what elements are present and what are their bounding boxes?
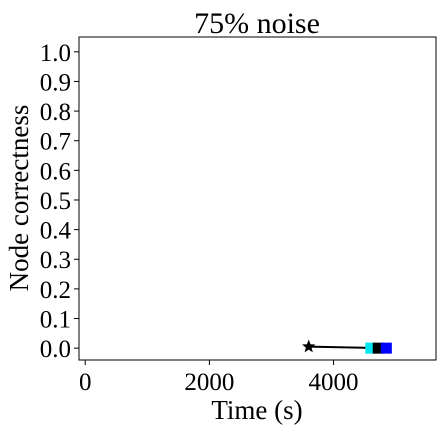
x-tick-label: 0 [79, 369, 92, 396]
x-axis-ticks: 0 2000 4000 [79, 360, 359, 396]
plot-frame [78, 36, 437, 361]
x-tick-label: 2000 [184, 369, 234, 396]
x-axis-label: Time (s) [211, 395, 302, 425]
data-point-square [365, 342, 377, 354]
y-tick-label: 0.5 [40, 188, 71, 215]
y-tick-label: 0.9 [40, 69, 71, 96]
y-tick-label: 1.0 [40, 40, 71, 67]
y-tick-label: 0.7 [40, 129, 71, 156]
y-tick-label: 0.6 [40, 158, 71, 185]
data-series [302, 339, 392, 354]
y-axis-label: Node correctness [4, 105, 34, 292]
y-tick-label: 0.0 [40, 336, 71, 363]
y-tick-label: 0.4 [40, 218, 72, 245]
y-axis-ticks: 0.00.1 0.2 0.30.4 0.5 0.60.7 0.8 0.91.0 [40, 40, 79, 363]
y-tick-label: 0.1 [40, 307, 71, 334]
y-tick-label: 0.8 [40, 99, 71, 126]
data-point-star [302, 339, 316, 353]
chart-title: 75% noise [194, 7, 320, 40]
data-point-square [372, 342, 384, 354]
x-tick-label: 4000 [309, 369, 359, 396]
y-tick-label: 0.2 [40, 277, 71, 304]
y-tick-label: 0.3 [40, 247, 71, 274]
data-point-square [380, 342, 392, 354]
